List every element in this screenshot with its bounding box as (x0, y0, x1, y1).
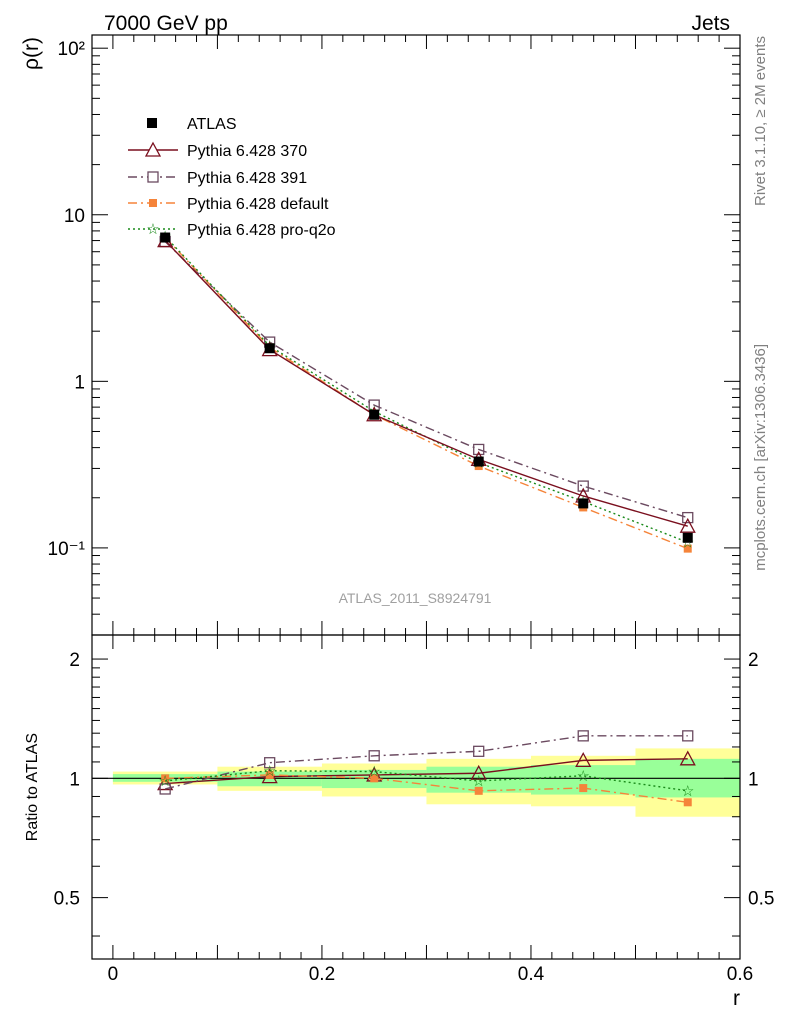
legend-label-pq2o: Pythia 6.428 pro-q2o (187, 222, 336, 239)
ratio-y-tick-label-left: 1 (69, 769, 80, 790)
ratio-y-tick-label-right: 1 (748, 769, 759, 790)
header-left: 7000 GeV pp (104, 12, 228, 35)
ratio-y-tick-label-right: 2 (748, 650, 759, 671)
ratio-line-p391 (164, 735, 688, 790)
point-pdefault (683, 544, 692, 553)
ratio-y-tick-label-left: 2 (69, 650, 80, 671)
ratio-point-p391 (682, 730, 694, 742)
x-tick-label: 0.6 (727, 964, 753, 985)
ratio-point-pq2o: ☆ (681, 783, 694, 800)
main-ylabel: ρ(r) (20, 37, 43, 70)
point-atlas (369, 409, 380, 420)
ratio-line-pq2o (165, 770, 688, 792)
legend-label-p370: Pythia 6.428 370 (187, 143, 307, 160)
header-right: Jets (691, 12, 730, 35)
ratio-point-pq2o: ☆ (367, 764, 380, 781)
ratio-point-p370 (157, 775, 174, 791)
legend-label-pdefault: Pythia 6.428 default (187, 196, 329, 213)
legend: ATLAS Pythia 6.428 370 Pythia 6.428 391 … (128, 116, 336, 239)
main-y-tick-label: 10⁻¹ (48, 539, 86, 560)
main-series: ☆☆☆☆☆☆ (157, 229, 696, 553)
legend-marker-p391 (147, 171, 159, 183)
rivet-label: Rivet 3.1.10, ≥ 2M events (752, 36, 769, 206)
ratio-ylabel: Ratio to ATLAS (24, 733, 41, 841)
main-y-tick-label: 1 (74, 372, 85, 393)
ratio-point-pq2o: ☆ (263, 763, 276, 780)
ratio-point-p391 (473, 745, 485, 757)
ratio-series: ☆ ☆ ☆ ☆ ☆ ☆ (157, 730, 696, 807)
ratio-point-p391 (577, 730, 589, 742)
ratio-point-pq2o: ☆ (472, 773, 485, 790)
point-atlas (578, 498, 589, 509)
ratio-point-p391 (368, 750, 380, 762)
series-line-p370 (164, 240, 688, 527)
point-atlas (682, 532, 693, 543)
point-atlas (264, 343, 275, 354)
ratio-frame (91, 634, 741, 960)
ratio-point-p370 (575, 752, 592, 768)
ratio-point-p370 (470, 764, 487, 780)
legend-marker-atlas (147, 118, 157, 128)
point-p391 (577, 480, 589, 492)
series-line-pq2o (164, 236, 688, 543)
ratio-point-pdefault (370, 774, 379, 783)
ratio-point-pdefault (474, 786, 483, 795)
point-atlas (160, 232, 171, 243)
analysis-label: ATLAS_2011_S8924791 (339, 590, 492, 606)
series-line-p391 (164, 241, 688, 519)
legend-marker-p370 (144, 141, 162, 157)
point-p370 (679, 517, 696, 533)
point-p391 (682, 511, 694, 524)
x-axis-label: r (733, 987, 740, 1010)
ratio-point-p391 (159, 783, 171, 795)
ratio-line-p370 (165, 758, 688, 785)
ratio-y-tick-label-left: 0.5 (54, 889, 80, 910)
legend-label-atlas: ATLAS (187, 116, 237, 133)
main-axes: 10⁻¹ 1 10 10² (48, 35, 741, 636)
ratio-point-pdefault (161, 774, 170, 783)
x-tick-label: 0.2 (309, 964, 335, 985)
legend-label-p391: Pythia 6.428 391 (187, 170, 307, 187)
legend-marker-pdefault (149, 199, 157, 207)
ratio-point-pdefault (265, 770, 274, 779)
ratio-point-pdefault (683, 798, 692, 807)
series-line-pdefault (164, 237, 688, 550)
point-p391 (473, 443, 485, 456)
ratio-point-p370 (679, 750, 696, 766)
ratio-axes: 0.5 0.5 1 1 2 2 0 0.2 0.4 0.6 (54, 635, 774, 985)
ratio-point-p391 (264, 757, 276, 769)
mcplots-label: mcplots.cern.ch [arXiv:1306.3436] (752, 344, 769, 571)
x-tick-label: 0 (108, 964, 119, 985)
ratio-line-pdefault (165, 774, 688, 803)
legend-marker-pq2o: ☆ (146, 221, 159, 238)
ratio-point-pq2o: ☆ (158, 773, 171, 790)
main-y-tick-label: 10² (58, 39, 85, 60)
main-y-tick-label: 10 (64, 206, 85, 227)
ratio-point-pq2o: ☆ (576, 768, 589, 785)
point-atlas (473, 456, 484, 467)
ratio-point-pdefault (579, 784, 588, 793)
x-tick-label: 0.4 (518, 964, 545, 985)
ratio-y-tick-label-right: 0.5 (748, 889, 774, 910)
